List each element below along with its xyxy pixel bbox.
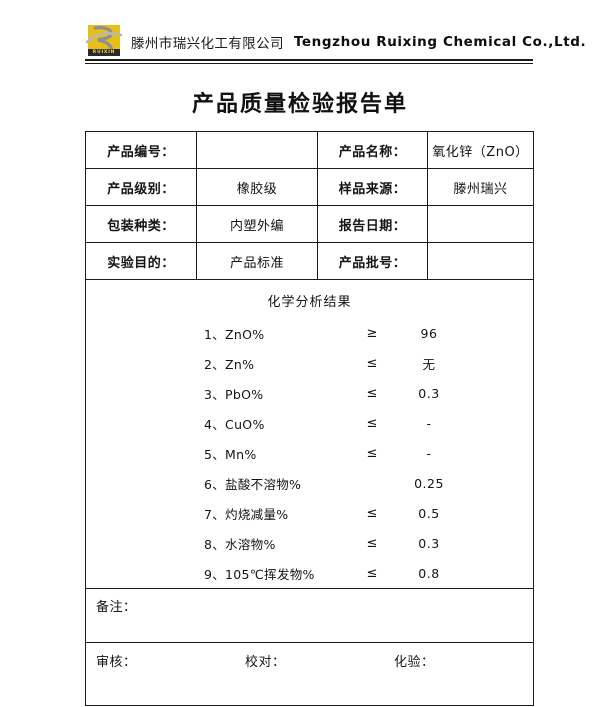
report-table: 产品编号： 产品名称： 氧化锌（ZnO） 产品级别： 橡胶级 样品来源： 滕州瑞…: [85, 131, 534, 706]
field-label-product-name: 产品名称：: [317, 131, 428, 169]
table-row: 产品级别： 橡胶级 样品来源： 滕州瑞兴: [85, 168, 534, 206]
list-item: 6、盐酸不溶物% 0.25: [86, 468, 533, 498]
remark-label: 备注：: [96, 600, 137, 615]
letterhead: RUIXIN 滕州市瑞兴化工有限公司 Tengzhou Ruixing Chem…: [85, 22, 586, 62]
table-row: 产品编号： 产品名称： 氧化锌（ZnO）: [85, 131, 534, 169]
field-label-test-purpose: 实验目的：: [85, 242, 197, 280]
analysis-item-value: 96: [420, 325, 438, 341]
field-label-package-type: 包装种类：: [85, 205, 197, 243]
field-value-test-purpose[interactable]: 产品标准: [196, 242, 318, 280]
analysis-item-symbol: ≤: [366, 385, 378, 401]
field-value-product-grade[interactable]: 橡胶级: [196, 168, 318, 206]
analysis-item-name: 3、PbO%: [204, 386, 264, 402]
list-item: 1、ZnO% ≥ 96: [86, 318, 533, 348]
field-value-report-date[interactable]: [427, 205, 534, 243]
signature-proofread[interactable]: 校对：: [244, 655, 286, 670]
field-value-package-type[interactable]: 内塑外编: [196, 205, 318, 243]
analysis-item-value: 0.3: [418, 385, 440, 401]
signature-fields: 审核： 校对： 化验：: [86, 651, 533, 670]
table-row: 包装种类： 内塑外编 报告日期：: [85, 205, 534, 243]
field-label-report-date: 报告日期：: [317, 205, 428, 243]
analysis-item-symbol: ≤: [366, 535, 378, 551]
header-rule-thin: [85, 63, 533, 64]
analysis-item-symbol: ≤: [366, 355, 378, 371]
field-label-batch-number: 产品批号：: [317, 242, 428, 280]
analysis-list: 1、ZnO% ≥ 96 2、Zn% ≤ 无 3、PbO% ≤ 0.3: [86, 318, 533, 588]
header-rule-thick: [85, 59, 533, 61]
field-label-product-grade: 产品级别：: [85, 168, 197, 206]
analysis-item-name: 4、CuO%: [204, 416, 265, 432]
analysis-item-name: 6、盐酸不溶物%: [204, 476, 302, 492]
page-title: 产品质量检验报告单: [191, 92, 408, 117]
analysis-item-value: -: [426, 415, 432, 431]
field-value-product-name[interactable]: 氧化锌（ZnO）: [427, 131, 534, 169]
logo-wordmark: RUIXIN: [88, 49, 120, 56]
analysis-item-name: 2、Zn%: [204, 356, 255, 372]
analysis-item-value: 0.8: [418, 565, 440, 581]
field-value-product-code[interactable]: [196, 131, 318, 169]
analysis-item-name: 5、Mn%: [204, 446, 257, 462]
list-item: 2、Zn% ≤ 无: [86, 348, 533, 378]
analysis-item-symbol: ≥: [366, 325, 378, 341]
list-item: 7、灼烧减量% ≤ 0.5: [86, 498, 533, 528]
table-row: 实验目的： 产品标准 产品批号：: [85, 242, 534, 280]
analysis-item-value: 0.5: [418, 505, 440, 521]
analysis-heading: 化学分析结果: [267, 295, 352, 310]
analysis-item-name: 7、灼烧减量%: [204, 506, 289, 522]
analysis-section: 化学分析结果 1、ZnO% ≥ 96 2、Zn% ≤ 无 3、PbO% ≤: [85, 279, 534, 589]
signature-tester[interactable]: 化验：: [393, 655, 435, 670]
company-logo-icon: RUIXIN: [85, 25, 123, 59]
company-name-cn: 滕州市瑞兴化工有限公司: [131, 36, 284, 52]
list-item: 4、CuO% ≤ -: [86, 408, 533, 438]
field-value-sample-source[interactable]: 滕州瑞兴: [427, 168, 534, 206]
analysis-item-name: 8、水溶物%: [204, 536, 276, 552]
analysis-item-symbol: ≤: [366, 565, 378, 581]
logo-r-swoosh-icon: [85, 26, 123, 52]
analysis-item-value: 无: [422, 356, 436, 372]
list-item: 3、PbO% ≤ 0.3: [86, 378, 533, 408]
analysis-item-value: 0.3: [418, 535, 440, 551]
analysis-section-row: 化学分析结果 1、ZnO% ≥ 96 2、Zn% ≤ 无 3、PbO% ≤: [85, 279, 534, 589]
remark-cell[interactable]: 备注：: [85, 588, 534, 643]
list-item: 9、105℃挥发物% ≤ 0.8: [86, 558, 533, 588]
list-item: 8、水溶物% ≤ 0.3: [86, 528, 533, 558]
analysis-item-name: 9、105℃挥发物%: [204, 566, 315, 582]
signature-cell: 审核： 校对： 化验：: [85, 642, 534, 706]
signature-review[interactable]: 审核：: [96, 655, 137, 670]
analysis-item-name: 1、ZnO%: [204, 326, 265, 342]
company-name-en: Tengzhou Ruixing Chemical Co.,Ltd.: [293, 34, 587, 50]
analysis-item-value: -: [426, 445, 432, 461]
list-item: 5、Mn% ≤ -: [86, 438, 533, 468]
analysis-item-symbol: ≤: [366, 445, 378, 461]
analysis-item-symbol: ≤: [366, 505, 378, 521]
remark-row: 备注：: [85, 588, 534, 643]
signature-row: 审核： 校对： 化验：: [85, 642, 534, 706]
field-label-sample-source: 样品来源：: [317, 168, 428, 206]
field-label-product-code: 产品编号：: [85, 131, 197, 169]
analysis-item-symbol: ≤: [366, 415, 378, 431]
field-value-batch-number[interactable]: [427, 242, 534, 280]
analysis-item-value: 0.25: [414, 475, 444, 491]
